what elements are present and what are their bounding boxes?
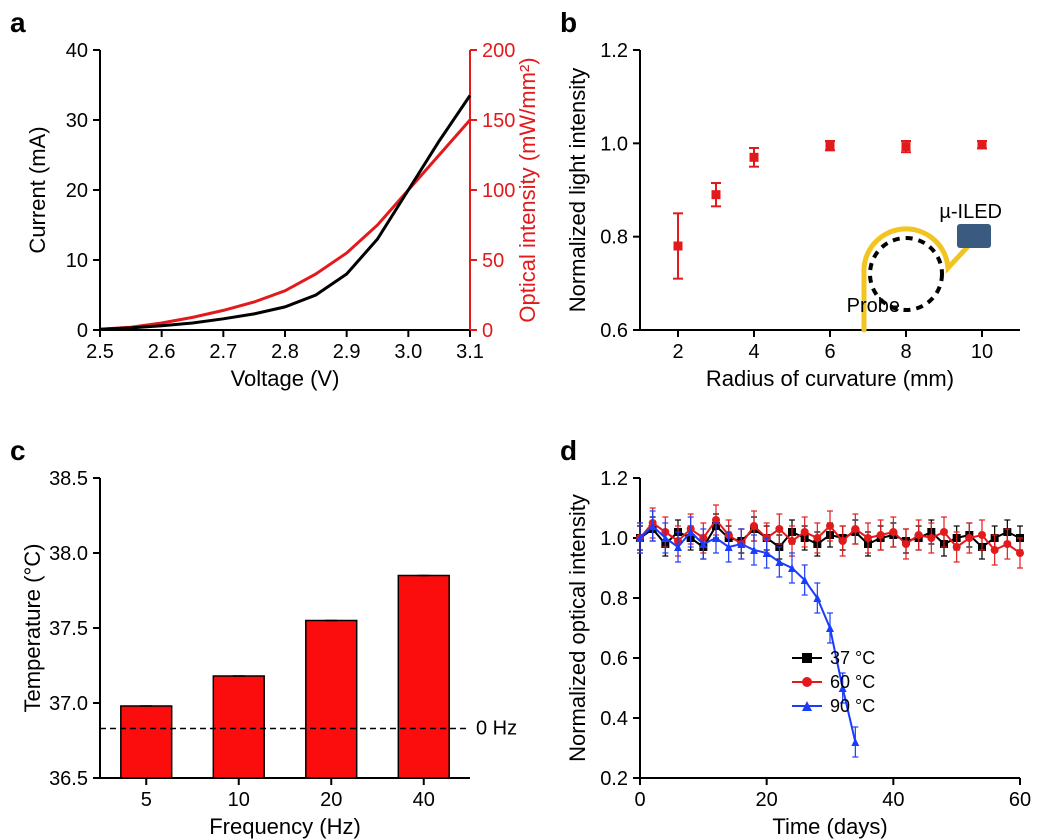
figure-svg: a2.52.62.72.82.93.03.1010203040050100150… <box>0 0 1050 839</box>
data-point <box>674 242 683 251</box>
data-point <box>750 153 759 162</box>
xtick: 6 <box>824 341 835 363</box>
inset-iled <box>957 224 991 248</box>
xtick: 0 <box>634 789 645 811</box>
data-point <box>712 190 721 199</box>
xtick: 5 <box>141 789 152 811</box>
xtick: 2.7 <box>209 341 237 363</box>
panel-b-label: b <box>560 7 577 38</box>
ytick-left: 10 <box>66 250 88 272</box>
ylabel-right: Optical intensity (mW/mm²) <box>515 57 540 322</box>
xlabel: Radius of curvature (mm) <box>706 366 954 391</box>
ytick: 0.8 <box>600 588 628 610</box>
bar <box>213 676 264 778</box>
xtick: 40 <box>882 789 904 811</box>
xtick: 2.5 <box>86 341 114 363</box>
series-90 <box>636 511 859 757</box>
legend-label: 60 °C <box>830 672 875 692</box>
bar <box>121 706 172 778</box>
data-point <box>978 140 987 149</box>
xtick: 2.9 <box>333 341 361 363</box>
ytick: 1.0 <box>600 133 628 155</box>
ytick-right: 150 <box>482 110 515 132</box>
ytick: 1.2 <box>600 468 628 490</box>
ytick: 0.4 <box>600 708 628 730</box>
panel-a-label: a <box>10 7 26 38</box>
data-point <box>902 142 911 151</box>
ytick: 38.5 <box>49 468 88 490</box>
ytick-left: 20 <box>66 180 88 202</box>
xtick: 8 <box>900 341 911 363</box>
panel-c-label: c <box>10 435 26 466</box>
ytick: 0.6 <box>600 648 628 670</box>
ytick: 38.0 <box>49 543 88 565</box>
xtick: 3.0 <box>394 341 422 363</box>
panel-d-label: d <box>560 435 577 466</box>
xtick: 10 <box>971 341 993 363</box>
ylabel: Temperature (°C) <box>20 544 45 713</box>
data-point <box>826 141 835 150</box>
xtick: 4 <box>748 341 759 363</box>
ytick-right: 0 <box>482 320 493 342</box>
ref-label: 0 Hz <box>476 718 517 740</box>
ytick: 36.5 <box>49 768 88 790</box>
legend-label: 37 °C <box>830 648 875 668</box>
ytick: 1.0 <box>600 528 628 550</box>
xtick: 3.1 <box>456 341 484 363</box>
xtick: 10 <box>228 789 250 811</box>
ylabel-left: Current (mA) <box>25 126 50 253</box>
xlabel: Frequency (Hz) <box>209 814 361 839</box>
ytick-right: 50 <box>482 250 504 272</box>
ytick: 37.5 <box>49 618 88 640</box>
ytick-left: 0 <box>77 320 88 342</box>
ylabel: Normalized optical intensity <box>565 494 590 762</box>
ytick-left: 40 <box>66 40 88 62</box>
ytick: 0.6 <box>600 320 628 342</box>
xtick: 20 <box>756 789 778 811</box>
inset-iled-label: µ-ILED <box>939 201 1002 223</box>
ytick: 1.2 <box>600 40 628 62</box>
xtick: 2 <box>672 341 683 363</box>
ytick: 37.0 <box>49 693 88 715</box>
ytick-left: 30 <box>66 110 88 132</box>
figure-canvas: a2.52.62.72.82.93.03.1010203040050100150… <box>0 0 1050 839</box>
xtick: 2.6 <box>148 341 176 363</box>
legend-label: 90 °C <box>830 696 875 716</box>
current-line <box>100 96 470 330</box>
ytick-right: 100 <box>482 180 515 202</box>
ylabel: Normalized light intensity <box>565 68 590 313</box>
ytick: 0.8 <box>600 227 628 249</box>
ytick-right: 200 <box>482 40 515 62</box>
optical-line <box>100 120 470 329</box>
xlabel: Time (days) <box>772 814 887 839</box>
ytick: 0.2 <box>600 768 628 790</box>
xtick: 60 <box>1009 789 1031 811</box>
bar <box>306 621 357 779</box>
bar <box>398 576 449 779</box>
xtick: 2.8 <box>271 341 299 363</box>
inset-probe-label: Probe <box>847 295 900 317</box>
xlabel: Voltage (V) <box>231 366 340 391</box>
xtick: 40 <box>413 789 435 811</box>
xtick: 20 <box>320 789 342 811</box>
